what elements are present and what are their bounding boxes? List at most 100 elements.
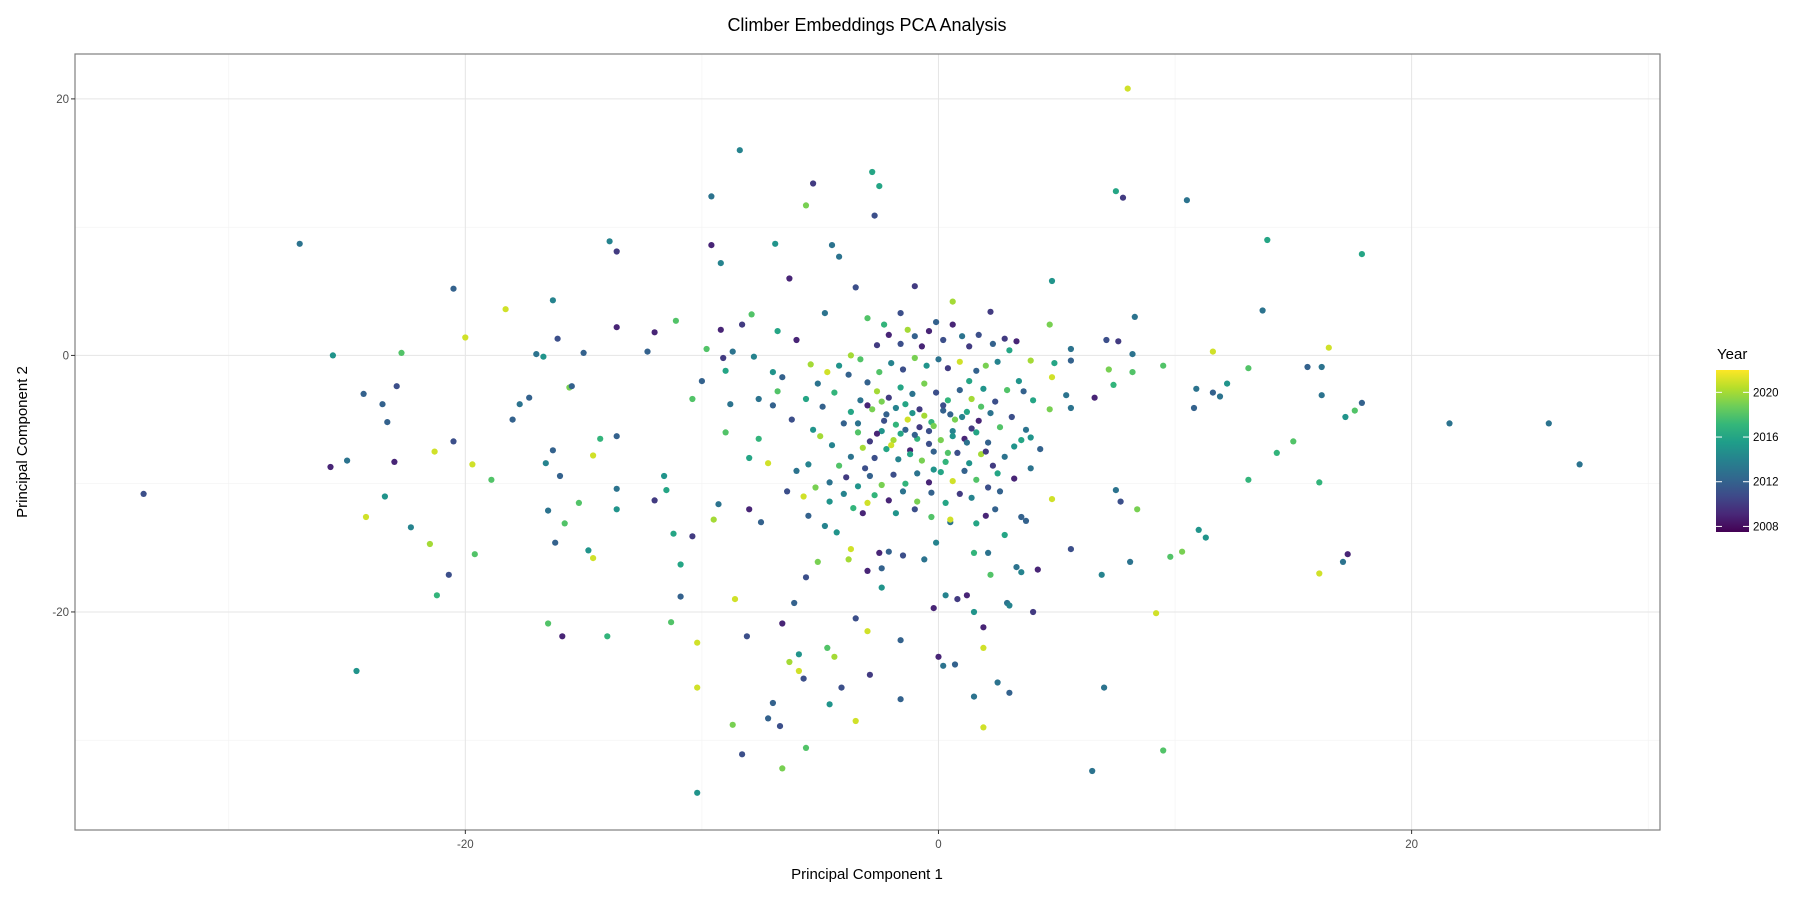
scatter-point [1048, 277, 1056, 285]
y-axis-title: Principal Component 2 [14, 366, 31, 518]
scatter-point [1011, 475, 1018, 482]
scatter-point [1127, 558, 1134, 566]
scatter-point [533, 351, 540, 358]
scatter-point [526, 394, 533, 401]
scatter-point [1001, 531, 1008, 539]
scatter-point [1318, 392, 1325, 399]
scatter-point [1091, 394, 1098, 401]
scatter-point [1067, 357, 1074, 364]
scatter-point [873, 342, 881, 349]
scatter-point [949, 433, 956, 440]
y-axis-ticks: 20 0 -20 [52, 94, 75, 619]
scatter-point [1027, 357, 1034, 364]
data-points [140, 85, 1583, 796]
scatter-point [978, 403, 985, 410]
scatter-point [980, 724, 987, 731]
scatter-point [888, 442, 895, 449]
scatter-point [966, 378, 973, 385]
scatter-point [769, 699, 777, 707]
scatter-point [1015, 378, 1023, 385]
scatter-point [994, 358, 1001, 365]
scatter-point [911, 283, 918, 290]
scatter-point [545, 507, 552, 514]
scatter-point [1046, 321, 1053, 328]
scatter-point [970, 693, 978, 700]
scatter-point [885, 497, 892, 504]
scatter-point [644, 348, 651, 355]
scatter-point [795, 667, 803, 675]
scatter-point [559, 633, 566, 640]
scatter-point [1051, 360, 1058, 367]
scatter-point [864, 499, 871, 506]
scatter-point [568, 383, 575, 390]
scatter-point [1018, 437, 1025, 444]
scatter-point [928, 489, 935, 496]
scatter-point [746, 506, 753, 513]
scatter-point [431, 448, 438, 455]
scatter-point [817, 433, 824, 440]
scatter-point [963, 439, 971, 446]
scatter-point [907, 451, 914, 458]
scatter-point [871, 492, 878, 499]
legend-tick-label: 2008 [1753, 521, 1779, 533]
scatter-point [597, 435, 604, 442]
scatter-point [890, 471, 897, 478]
scatter-point [897, 310, 904, 317]
scatter-point [866, 472, 874, 480]
scatter-point [821, 522, 829, 530]
scatter-point [1022, 517, 1030, 525]
scatter-point [914, 498, 921, 505]
scatter-point [1020, 388, 1027, 395]
scatter-point [1167, 553, 1174, 560]
scatter-point [802, 744, 810, 752]
scatter-point [1115, 338, 1122, 345]
scatter-point [994, 470, 1001, 477]
scatter-point [996, 424, 1004, 431]
scatter-point [911, 354, 918, 362]
scatter-point [854, 420, 862, 427]
scatter-point [930, 422, 937, 430]
scatter-point [836, 253, 843, 260]
scatter-point [824, 644, 831, 652]
scatter-point [881, 417, 888, 424]
scatter-point [942, 499, 949, 506]
scatter-point [1195, 526, 1202, 534]
scatter-point [784, 488, 791, 495]
scatter-point [556, 472, 564, 480]
scatter-point [911, 431, 918, 438]
x-tick-label: -20 [457, 839, 474, 851]
scatter-point [933, 389, 940, 396]
scatter-point [381, 493, 388, 500]
scatter-point [1358, 399, 1365, 406]
scatter-point [1046, 406, 1053, 413]
scatter-point [864, 628, 871, 635]
scatter-point [1067, 404, 1074, 412]
scatter-point [786, 275, 793, 282]
scatter-point [1006, 347, 1013, 354]
scatter-point [750, 353, 758, 360]
scatter-point [978, 451, 985, 458]
scatter-point [1342, 413, 1349, 421]
scatter-point [847, 453, 855, 460]
scatter-point [1013, 338, 1020, 345]
scatter-point [940, 662, 947, 669]
scatter-point [985, 549, 992, 557]
scatter-point [821, 310, 829, 317]
scatter-point [802, 395, 810, 403]
scatter-point [1119, 194, 1127, 201]
scatter-point [847, 546, 855, 553]
scatter-point [1344, 551, 1351, 558]
scatter-point [831, 653, 838, 660]
scatter-point [549, 447, 557, 454]
scatter-point [812, 484, 819, 491]
scatter-point [833, 529, 840, 536]
scatter-point [729, 348, 736, 355]
scatter-point [831, 389, 838, 396]
scatter-point [327, 463, 334, 471]
scatter-point [871, 454, 878, 462]
scatter-point [613, 324, 620, 331]
scatter-point [360, 390, 367, 397]
scatter-point [1131, 313, 1138, 320]
scatter-point [897, 430, 904, 437]
scatter-point [1209, 389, 1216, 396]
